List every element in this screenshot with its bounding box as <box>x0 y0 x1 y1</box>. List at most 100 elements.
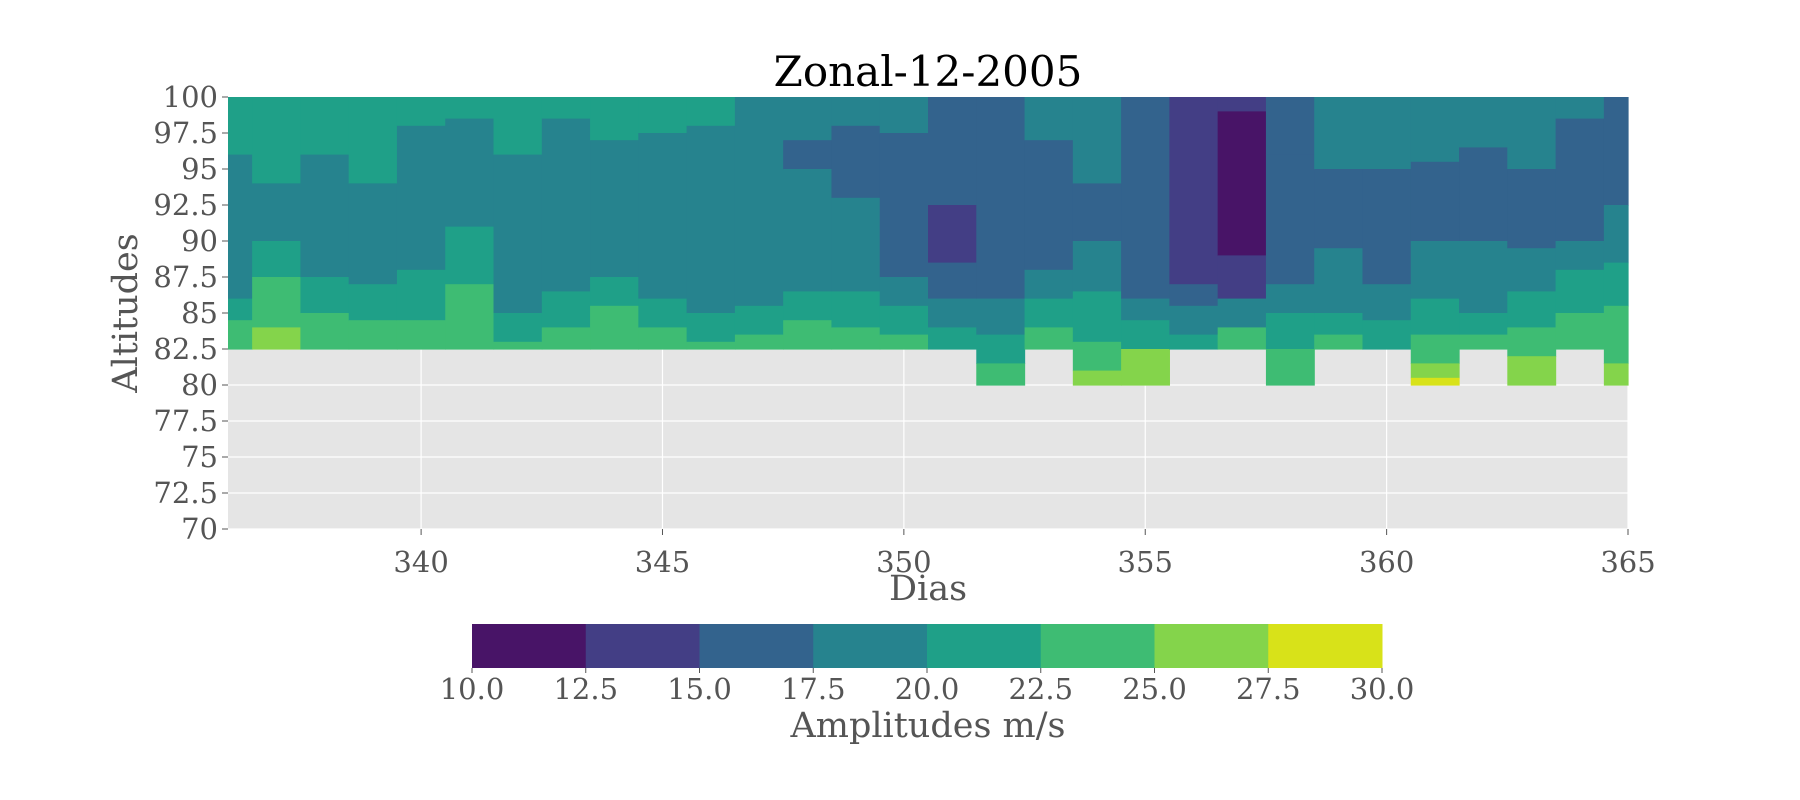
contour-cell <box>1217 327 1267 350</box>
contour-cell <box>1217 255 1267 300</box>
x-axis-label: Dias <box>889 569 967 609</box>
contour-cell <box>686 97 736 127</box>
colorbar: 10.0 12.5 15.0 17.5 20.0 22.5 25.0 27.5 30.0 <box>440 624 1414 706</box>
contour-cell <box>445 284 495 350</box>
contour-cell <box>1555 269 1605 314</box>
y-tick-label: 97.5 <box>153 116 218 150</box>
contour-cell <box>1024 298 1074 328</box>
contour-cell <box>638 97 688 134</box>
contour-cell <box>831 125 881 199</box>
contour-cell <box>734 334 784 350</box>
y-axis-label: Altitudes <box>106 233 146 393</box>
contour-cell <box>445 226 495 285</box>
contour-cell <box>1217 111 1267 257</box>
colorbar-segment <box>1040 624 1155 668</box>
contour-cell <box>493 313 543 343</box>
contour-cell <box>638 133 688 300</box>
contour-cell <box>348 320 398 350</box>
contour-cell <box>1314 334 1364 350</box>
contour-cell <box>976 97 1026 300</box>
contour-cell <box>1410 241 1460 300</box>
contour-cell <box>1024 97 1074 141</box>
contour-cell <box>1459 97 1508 148</box>
contour-cell <box>1459 313 1508 336</box>
contour-cell <box>1362 320 1412 350</box>
contour-cell <box>1507 291 1557 328</box>
colorbar-segment <box>1154 624 1269 668</box>
contour-cell <box>638 327 688 350</box>
contour-cell <box>1555 313 1605 350</box>
contour-cell <box>1555 97 1605 120</box>
y-tick-label: 82.5 <box>153 332 218 366</box>
contour-cell <box>252 277 302 328</box>
contour-cell <box>348 183 398 285</box>
contour-cell <box>783 140 833 170</box>
x-tick-label: 340 <box>393 545 448 579</box>
contour-cell <box>1314 248 1364 314</box>
contour-cell <box>928 205 977 264</box>
contour-cell <box>879 334 929 350</box>
contour-cell <box>638 298 688 328</box>
contour-cell <box>1072 241 1122 292</box>
contour-cell <box>686 313 736 343</box>
contour-cell <box>831 97 881 127</box>
y-tick-label: 72.5 <box>153 476 218 510</box>
contour-cell <box>734 169 784 307</box>
contour-cell <box>300 277 350 314</box>
contour-cell <box>1169 305 1219 336</box>
contour-cell <box>493 97 543 156</box>
contour-cell <box>252 327 302 350</box>
contour-cell <box>300 313 350 350</box>
contour-cell <box>1024 140 1074 271</box>
colorbar-tick-label: 20.0 <box>895 672 960 706</box>
chart-title: Zonal-12-2005 <box>774 47 1083 96</box>
contour-cell <box>1072 183 1122 242</box>
y-tick-label: 87.5 <box>153 260 218 294</box>
contour-cell <box>1265 313 1315 350</box>
contour-cell <box>1603 205 1629 264</box>
y-tick-label: 95 <box>181 152 218 186</box>
contour-cell <box>1072 370 1122 386</box>
y-tick-label: 100 <box>163 80 218 114</box>
contour-cell <box>1314 313 1364 336</box>
contour-cell <box>1459 241 1508 314</box>
contour-cell <box>252 241 302 278</box>
contour-cell <box>396 269 446 321</box>
colorbar-segment <box>699 624 814 668</box>
y-tick-label: 90 <box>181 224 218 258</box>
contour-cell <box>976 334 1026 364</box>
contour-cell <box>1169 334 1219 350</box>
contour-cell <box>300 97 350 156</box>
x-tick-label: 345 <box>635 545 690 579</box>
contour-cell <box>1410 97 1460 163</box>
contour-cell <box>734 305 784 336</box>
contour-cell <box>590 305 639 350</box>
colorbar-tick-label: 25.0 <box>1122 672 1187 706</box>
contour-cell <box>783 291 833 321</box>
contour-cell <box>928 262 977 300</box>
contour-cell <box>1410 161 1460 242</box>
contour-cell <box>1507 97 1557 170</box>
contour-cell <box>541 97 591 120</box>
contour-cell <box>1314 97 1364 170</box>
contour-cell <box>1121 320 1170 350</box>
contour-cell <box>879 133 929 278</box>
colorbar-segment <box>472 624 587 668</box>
x-axis-ticks: 340 345 350 355 360 365 <box>393 529 1656 579</box>
y-tick-label: 80 <box>181 368 218 402</box>
contour-cell <box>1362 97 1412 170</box>
contour-cell <box>1410 298 1460 336</box>
contour-cell <box>734 97 784 170</box>
contour-cell <box>493 154 543 314</box>
contour-cell <box>445 97 495 120</box>
contour-cell <box>1314 169 1364 249</box>
contour-cell <box>783 320 833 350</box>
contour-cell <box>1024 327 1074 350</box>
contour-cell <box>445 118 495 228</box>
contour-cell <box>831 291 881 328</box>
contour-cell <box>228 154 253 300</box>
contour-cell <box>783 97 833 141</box>
contour-cell <box>228 298 253 321</box>
y-tick-label: 85 <box>181 296 218 330</box>
